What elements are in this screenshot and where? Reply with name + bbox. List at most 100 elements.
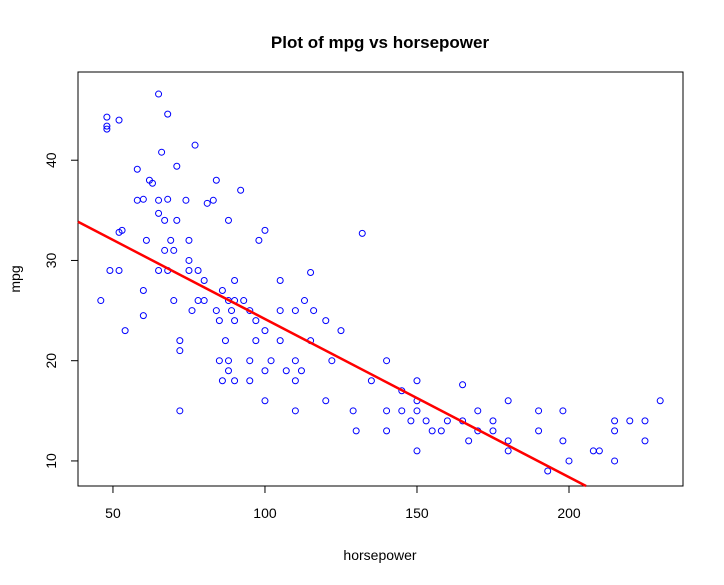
point (300, 297, 308, 305)
point (118, 226, 126, 234)
point (383, 357, 391, 365)
point (276, 307, 284, 315)
point (489, 417, 497, 425)
plot-box (77, 71, 684, 487)
point (459, 381, 467, 389)
point (176, 347, 184, 355)
point (173, 216, 181, 224)
point (139, 312, 147, 320)
point (115, 266, 123, 274)
point (297, 367, 305, 375)
x-tick-label: 100 (253, 505, 277, 521)
point (322, 397, 330, 405)
point (535, 407, 543, 415)
point (291, 377, 299, 385)
point (474, 407, 482, 415)
point (182, 196, 190, 204)
point (139, 287, 147, 295)
point (626, 417, 634, 425)
point (611, 427, 619, 435)
point (504, 447, 512, 455)
point (282, 367, 290, 375)
point (142, 236, 150, 244)
point (276, 337, 284, 345)
point (212, 176, 220, 184)
point (437, 427, 445, 435)
point (559, 437, 567, 445)
point (97, 297, 105, 305)
point (224, 357, 232, 365)
point (465, 437, 473, 445)
point (267, 357, 275, 365)
point (170, 246, 178, 254)
point (188, 307, 196, 315)
point (161, 246, 169, 254)
point (261, 327, 269, 335)
point (221, 337, 229, 345)
point (158, 148, 166, 156)
point (164, 110, 172, 118)
point (413, 407, 421, 415)
point (231, 377, 239, 385)
point (352, 427, 360, 435)
point (413, 377, 421, 385)
point (358, 229, 366, 237)
point (276, 277, 284, 285)
point (194, 297, 202, 305)
point (176, 337, 184, 345)
point (215, 317, 223, 325)
x-axis-label: horsepower (343, 547, 416, 563)
point (535, 427, 543, 435)
point (106, 266, 114, 274)
point (185, 236, 193, 244)
point (224, 367, 232, 375)
point (246, 357, 254, 365)
point (337, 327, 345, 335)
y-tick-label: 40 (43, 152, 59, 168)
point (413, 447, 421, 455)
point (261, 397, 269, 405)
point (641, 417, 649, 425)
point (255, 236, 263, 244)
point (194, 266, 202, 274)
y-tick-label: 30 (43, 252, 59, 268)
point (185, 256, 193, 264)
point (261, 367, 269, 375)
point (240, 297, 248, 305)
point (589, 447, 597, 455)
point (641, 437, 649, 445)
point (383, 427, 391, 435)
point (367, 377, 375, 385)
point (504, 397, 512, 405)
point (218, 287, 226, 295)
point (349, 407, 357, 415)
point (155, 196, 163, 204)
point (322, 317, 330, 325)
point (161, 216, 169, 224)
point (185, 266, 193, 274)
point (291, 307, 299, 315)
point (291, 407, 299, 415)
point (103, 122, 111, 130)
chart-title: Plot of mpg vs horsepower (271, 33, 490, 52)
point (215, 357, 223, 365)
point (191, 141, 199, 149)
point (155, 90, 163, 98)
point (115, 116, 123, 124)
point (328, 357, 336, 365)
regression-line (77, 220, 587, 488)
point (559, 407, 567, 415)
point (504, 437, 512, 445)
point (443, 417, 451, 425)
y-tick-label: 20 (43, 353, 59, 369)
point (544, 467, 552, 475)
point (148, 179, 156, 187)
point (231, 277, 239, 285)
point (133, 196, 141, 204)
point (656, 397, 664, 405)
point (428, 427, 436, 435)
point (212, 307, 220, 315)
point (133, 165, 141, 173)
point (565, 457, 573, 465)
